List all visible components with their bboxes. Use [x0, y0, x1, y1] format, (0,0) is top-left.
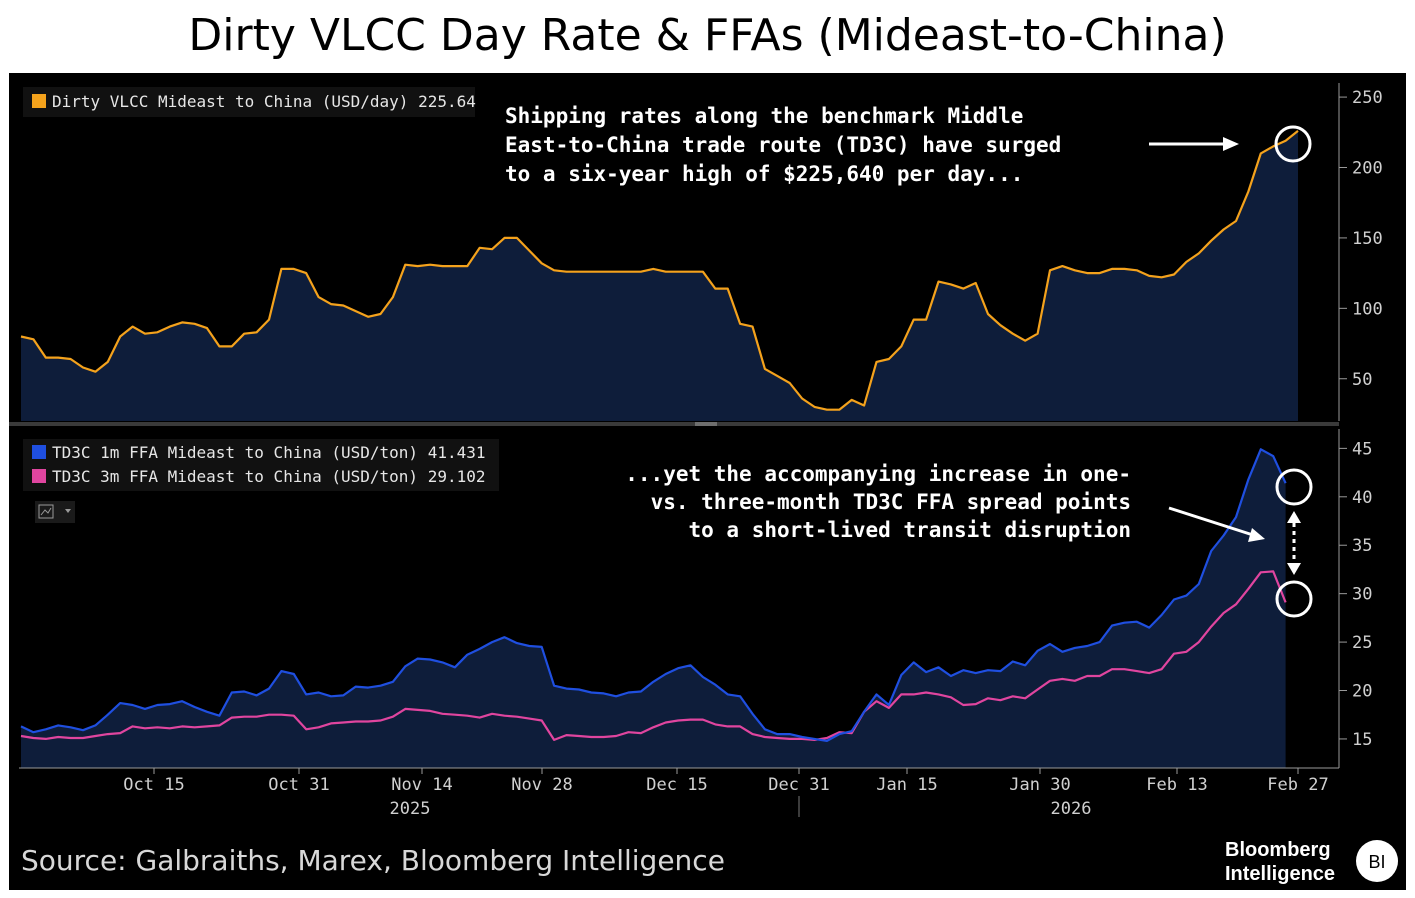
- top-chart-plot: [20, 130, 1299, 421]
- panel-divider[interactable]: [9, 422, 1339, 426]
- x-tick-label: Oct 31: [268, 775, 329, 795]
- spread-double-arrow-icon: [1287, 511, 1301, 575]
- brand-line-1: Bloomberg: [1225, 839, 1331, 861]
- top-arrow-icon: [1149, 137, 1239, 151]
- x-tick-label: Dec 15: [646, 775, 707, 795]
- source-note: Source: Galbraiths, Marex, Bloomberg Int…: [21, 844, 725, 877]
- bottom-annotation-line-3: to a short-lived transit disruption: [688, 518, 1131, 542]
- 3m-highlight-circle: [1275, 580, 1313, 618]
- top-annotation-line-3: to a six-year high of $225,640 per day..…: [505, 162, 1023, 186]
- top-annotation-line-1: Shipping rates along the benchmark Middl…: [505, 104, 1023, 128]
- x-tick-label: Nov 28: [511, 775, 572, 795]
- legend-swatch-3m: [32, 469, 46, 483]
- x-tick-label: Feb 13: [1146, 775, 1207, 795]
- bottom-annotation-line-1: ...yet the accompanying increase in one-: [625, 462, 1131, 486]
- x-year-label: 2026: [1051, 799, 1092, 819]
- brand-badge-icon: [1356, 840, 1398, 882]
- bottom-y-tick-label-35: 35: [1352, 536, 1372, 556]
- bottom-y-tick-label-15: 15: [1352, 730, 1372, 750]
- top-annotation-line-2: East-to-China trade route (TD3C) have su…: [505, 133, 1061, 157]
- bottom-y-tick-label-30: 30: [1352, 585, 1372, 605]
- brand-line-2: Intelligence: [1225, 863, 1335, 885]
- bottom-arrow-icon: [1168, 506, 1265, 542]
- bottom-y-tick-label-20: 20: [1352, 682, 1372, 702]
- x-tick-label: Jan 15: [876, 775, 937, 795]
- top-y-tick-label-150: 150: [1352, 229, 1383, 249]
- top-y-tick-label-50: 50: [1352, 370, 1372, 390]
- bottom-y-tick-label-40: 40: [1352, 488, 1372, 508]
- top-y-tick-label-250: 250: [1352, 88, 1383, 108]
- series-line-1m-ffa: [20, 448, 1287, 743]
- 1m-highlight-circle: [1275, 468, 1313, 506]
- legend-label-1m: TD3C 1m FFA Mideast to China (USD/ton) 4…: [52, 443, 485, 462]
- legend-swatch-vlcc: [32, 94, 46, 108]
- top-legend-box: [23, 87, 475, 117]
- ffa-area-fill: [21, 449, 1286, 768]
- series-line-3m-ffa: [20, 570, 1287, 742]
- x-tick-label: Nov 14: [391, 775, 452, 795]
- bottom-y-tick-label-45: 45: [1352, 439, 1372, 459]
- panel-divider-grip[interactable]: [695, 422, 717, 426]
- chart-frame: 50 100 150 200 250 15 20 25 30 35 40 45 Oct 15 Oct …: [9, 73, 1406, 890]
- page-title: Dirty VLCC Day Rate & FFAs (Mideast-to-C…: [188, 10, 1227, 61]
- bottom-annotation-line-2: vs. three-month TD3C FFA spread points: [651, 490, 1131, 514]
- x-year-label: 2025: [390, 799, 431, 819]
- series-line-vlcc: [20, 130, 1299, 411]
- x-axis-ticks: Oct 15 Oct 31 Nov 14 Nov 28 Dec 15 Dec 31 Jan …: [123, 768, 1329, 819]
- x-tick-label: Jan 30: [1009, 775, 1070, 795]
- top-y-axis-ticks: 50 100 150 200 250: [1339, 88, 1383, 390]
- legend-label-3m: TD3C 3m FFA Mideast to China (USD/ton) 2…: [52, 467, 485, 486]
- x-tick-label: Feb 27: [1267, 775, 1328, 795]
- x-tick-label: Dec 31: [768, 775, 829, 795]
- legend-swatch-1m: [32, 445, 46, 459]
- bottom-legend-box: [23, 439, 499, 491]
- top-y-tick-label-100: 100: [1352, 299, 1383, 319]
- bottom-y-axis-ticks: 15 20 25 30 35 40 45: [1339, 439, 1372, 750]
- bottom-y-tick-label-25: 25: [1352, 633, 1372, 653]
- brand-badge-label: BI: [1368, 852, 1385, 872]
- vlcc-area-fill: [21, 130, 1298, 421]
- top-y-tick-label-200: 200: [1352, 159, 1383, 179]
- legend-label-vlcc: Dirty VLCC Mideast to China (USD/day) 22…: [52, 92, 476, 111]
- bottom-chart-plot: [20, 448, 1287, 768]
- top-highlight-circle: [1274, 125, 1312, 163]
- x-tick-label: Oct 15: [123, 775, 184, 795]
- line-chart-icon[interactable]: [35, 501, 75, 523]
